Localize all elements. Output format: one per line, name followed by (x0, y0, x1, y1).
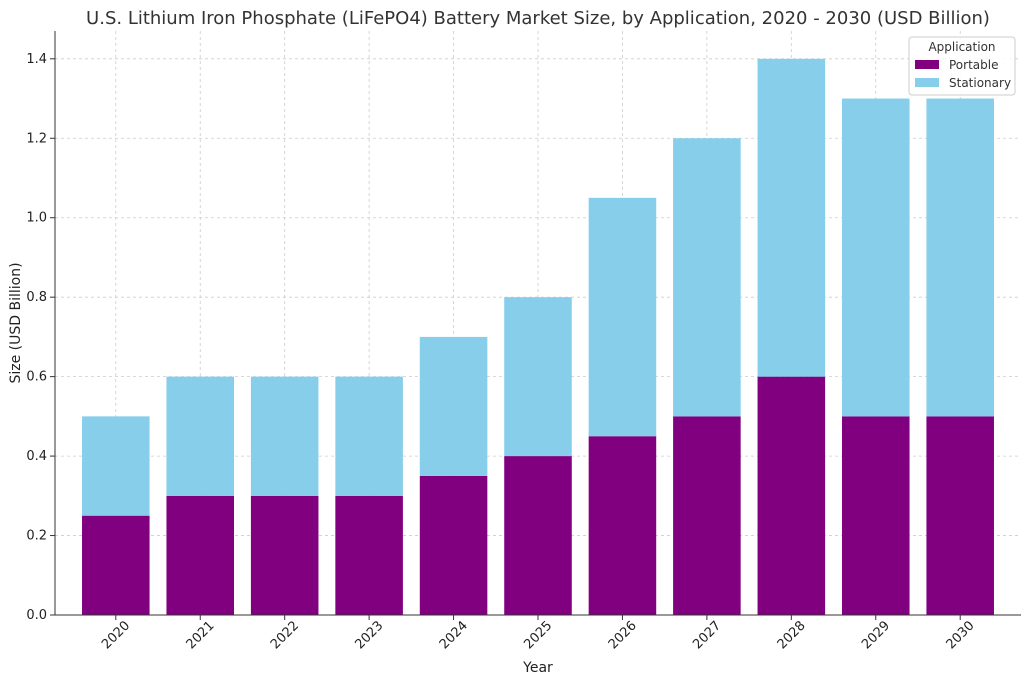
bar-portable-2020 (82, 515, 150, 615)
chart-title: U.S. Lithium Iron Phosphate (LiFePO4) Ba… (86, 8, 990, 29)
legend-label-portable: Portable (949, 58, 998, 72)
bar-portable-2029 (841, 416, 910, 615)
x-tick-label: 2029 (859, 618, 893, 652)
y-tick-label: 0.2 (26, 529, 47, 544)
bars (82, 58, 994, 615)
y-tick-label: 0.8 (26, 290, 47, 305)
x-tick-label: 2020 (99, 618, 133, 652)
bar-portable-2023 (335, 495, 403, 615)
x-tick-label: 2030 (944, 618, 978, 652)
x-tick-label: 2025 (521, 618, 555, 652)
legend-label-stationary: Stationary (949, 76, 1011, 90)
x-tick-label: 2024 (437, 618, 471, 652)
legend-swatch-stationary (915, 78, 939, 87)
bar-stationary-2023 (335, 376, 403, 496)
bar-stationary-2026 (588, 197, 657, 437)
legend: Application Portable Stationary (908, 36, 1016, 96)
bar-portable-2025 (504, 456, 572, 615)
bar-portable-2027 (673, 416, 741, 615)
bar-portable-2030 (926, 416, 994, 615)
bar-stationary-2028 (757, 58, 826, 377)
y-axis-title: Size (USD Billion) (8, 262, 24, 383)
bar-stationary-2024 (419, 336, 488, 476)
x-tick-label: 2022 (268, 618, 302, 652)
legend-swatch-portable (915, 60, 939, 69)
x-tick-label: 2028 (775, 618, 809, 652)
y-tick-label: 0.4 (26, 449, 47, 464)
y-tick-label: 1.2 (26, 131, 47, 146)
legend-title: Application (928, 40, 995, 54)
bar-stationary-2020 (82, 416, 150, 516)
x-tick-label: 2026 (606, 618, 640, 652)
bar-stationary-2029 (841, 98, 910, 417)
x-axis-title: Year (522, 660, 553, 676)
bar-stationary-2022 (250, 376, 319, 496)
y-tick-label: 1.0 (26, 211, 47, 226)
y-tick-label: 0.0 (26, 608, 47, 623)
y-tick-label: 1.4 (26, 52, 47, 67)
bar-stationary-2030 (926, 98, 994, 417)
y-tick-label: 0.6 (26, 370, 47, 385)
bar-portable-2021 (166, 495, 235, 615)
bar-portable-2026 (588, 436, 657, 615)
bar-stationary-2027 (673, 138, 741, 417)
bar-portable-2024 (419, 475, 488, 615)
x-tick-label: 2023 (352, 618, 386, 652)
bar-portable-2022 (250, 495, 319, 615)
bar-stationary-2021 (166, 376, 235, 496)
bar-stationary-2025 (504, 297, 572, 457)
x-tick-label: 2027 (690, 618, 724, 652)
x-tick-label: 2021 (184, 618, 218, 652)
bar-portable-2028 (757, 376, 826, 615)
